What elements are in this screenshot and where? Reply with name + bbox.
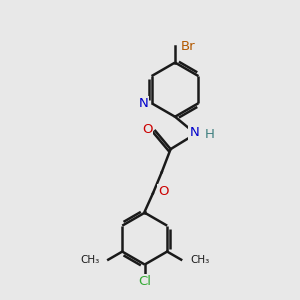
Text: O: O <box>142 123 152 136</box>
Text: N: N <box>189 126 199 140</box>
Text: CH₃: CH₃ <box>190 255 209 265</box>
Text: H: H <box>205 128 214 141</box>
Text: CH₃: CH₃ <box>80 255 99 265</box>
Text: Br: Br <box>180 40 195 53</box>
Text: Cl: Cl <box>138 275 151 288</box>
Text: N: N <box>138 97 148 110</box>
Text: O: O <box>158 185 169 198</box>
